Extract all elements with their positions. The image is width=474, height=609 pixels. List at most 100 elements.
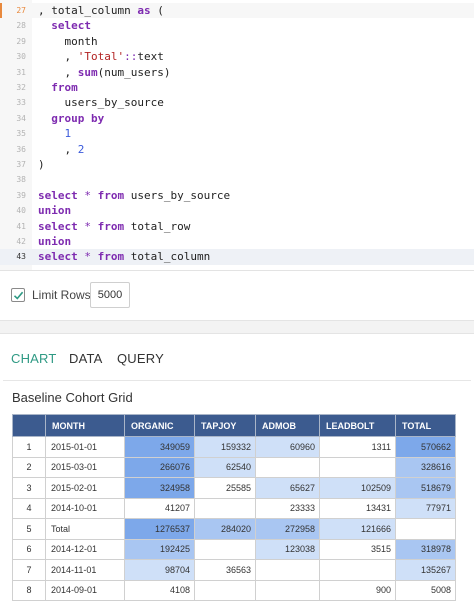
code-token: select: [38, 250, 78, 264]
total-cell: 328616: [395, 456, 456, 478]
table-row: 6 2014-12-01 192425 123038 3515 318978: [12, 538, 456, 560]
column-header-index: [12, 414, 46, 437]
total-cell: 5008: [395, 579, 456, 601]
limit-rows-checkbox[interactable]: [11, 288, 25, 302]
tapjoy-cell: 62540: [194, 456, 256, 478]
code-line[interactable]: 40 union: [0, 203, 474, 218]
line-number: 35: [16, 129, 26, 139]
code-text: from: [38, 80, 78, 95]
line-number: 41: [16, 221, 26, 231]
code-line[interactable]: 37): [0, 157, 474, 172]
code-text: ): [38, 157, 45, 172]
tab-query[interactable]: QUERY: [117, 351, 164, 366]
admob-cell: [255, 456, 320, 478]
code-token: *: [84, 219, 91, 233]
code-token: group by: [38, 111, 105, 125]
line-number: 29: [16, 36, 26, 46]
chart-title: Baseline Cohort Grid: [12, 390, 133, 405]
organic-cell: 1276537: [124, 518, 195, 540]
code-token: *: [84, 250, 91, 264]
leadbolt-cell: 3515: [319, 538, 396, 560]
table-header-row: MONTH ORGANIC TAPJOY ADMOB LEADBOLT TOTA…: [12, 414, 456, 437]
code-line[interactable]: 28 select: [0, 18, 474, 33]
code-line[interactable]: 31 , sum(num_users): [0, 65, 474, 80]
code-line[interactable]: 41 select * from total_row: [0, 219, 474, 234]
row-index-cell: 8: [12, 579, 46, 601]
code-token: users_by_source: [124, 188, 231, 202]
column-header-organic[interactable]: ORGANIC: [124, 414, 195, 437]
line-number: 27: [16, 6, 26, 15]
code-token: from: [97, 219, 125, 233]
chart-panel: Baseline Cohort Grid MONTH ORGANIC TAPJO…: [3, 380, 471, 609]
code-token: ,: [38, 50, 78, 64]
admob-cell: 60960: [255, 436, 320, 458]
code-token: (num_users): [97, 65, 171, 79]
code-line[interactable]: 36 , 2: [0, 142, 474, 157]
tapjoy-cell: 284020: [194, 518, 256, 540]
line-number: 33: [16, 98, 26, 108]
sql-editor[interactable]: 27, total_column as (28 select 29 month 30…: [0, 0, 474, 270]
line-number: 31: [16, 67, 26, 77]
table-row: 4 2014-10-01 41207 23333 13431 77971: [12, 497, 456, 519]
code-line[interactable]: 33 users_by_source: [0, 95, 474, 110]
total-cell: 570662: [395, 436, 456, 458]
table-row: 3 2015-02-01 324958 25585 65627 102509 518679: [12, 477, 456, 499]
code-line[interactable]: 35 1: [0, 126, 474, 141]
code-token: from: [97, 188, 125, 202]
line-number: 34: [16, 113, 26, 123]
code-line[interactable]: 43 select * from total_column: [0, 249, 474, 265]
row-index-cell: 6: [12, 538, 46, 560]
code-token: ): [38, 158, 45, 171]
total-cell: 518679: [395, 477, 456, 499]
tab-chart[interactable]: CHART: [11, 351, 57, 366]
tab-data[interactable]: DATA: [69, 351, 103, 366]
leadbolt-cell: 102509: [319, 477, 396, 499]
code-text: select: [38, 18, 91, 33]
code-text: 1: [38, 126, 72, 141]
code-text: , sum(num_users): [38, 65, 170, 80]
code-line[interactable]: 34 group by: [0, 111, 474, 126]
line-number: 43: [16, 252, 26, 262]
cohort-grid-table: MONTH ORGANIC TAPJOY ADMOB LEADBOLT TOTA…: [12, 414, 456, 601]
table-row: 7 2014-11-01 98704 36563 135267: [12, 559, 456, 581]
code-line[interactable]: 38: [0, 172, 474, 187]
code-token: [38, 127, 65, 140]
column-header-admob[interactable]: ADMOB: [255, 414, 320, 437]
line-number-gutter: [0, 0, 32, 270]
column-header-leadbolt[interactable]: LEADBOLT: [319, 414, 396, 437]
code-token: 1: [64, 127, 72, 141]
code-token: ::: [124, 50, 138, 64]
code-line[interactable]: 30 , 'Total'::text: [0, 49, 474, 64]
column-header-total[interactable]: TOTAL: [395, 414, 456, 437]
code-token: as: [137, 4, 151, 17]
code-text: select * from total_column: [38, 249, 210, 264]
month-cell: 2014-12-01: [45, 538, 125, 560]
code-token: total_column: [124, 250, 211, 264]
code-line[interactable]: 39 select * from users_by_source: [0, 188, 474, 203]
code-line[interactable]: 29 month: [0, 34, 474, 49]
month-cell: 2015-01-01: [45, 436, 125, 458]
code-token: 'Total': [77, 50, 125, 64]
column-header-month[interactable]: MONTH: [45, 414, 125, 437]
leadbolt-cell: 900: [319, 579, 396, 601]
row-index-cell: 3: [12, 477, 46, 499]
line-number: 32: [16, 83, 26, 92]
code-text: select * from users_by_source: [38, 188, 230, 203]
panel-divider[interactable]: [0, 320, 474, 334]
code-line[interactable]: 32 from: [0, 80, 474, 95]
code-line[interactable]: 27 , total_column as (: [0, 3, 474, 19]
code-token: month: [38, 34, 98, 48]
code-token: select: [38, 19, 91, 33]
code-token: select: [38, 219, 78, 233]
column-header-tapjoy[interactable]: TAPJOY: [194, 414, 256, 437]
tapjoy-cell: 159332: [194, 436, 256, 458]
code-token: 2: [77, 142, 85, 156]
line-number: 40: [16, 206, 26, 216]
line-number: 37: [16, 160, 26, 169]
organic-cell: 98704: [124, 559, 195, 581]
limit-rows-input[interactable]: [90, 282, 130, 308]
code-line[interactable]: 42 union: [0, 234, 474, 249]
row-index-cell: 1: [12, 436, 46, 458]
organic-cell: 192425: [124, 538, 195, 560]
admob-cell: 123038: [255, 538, 320, 560]
